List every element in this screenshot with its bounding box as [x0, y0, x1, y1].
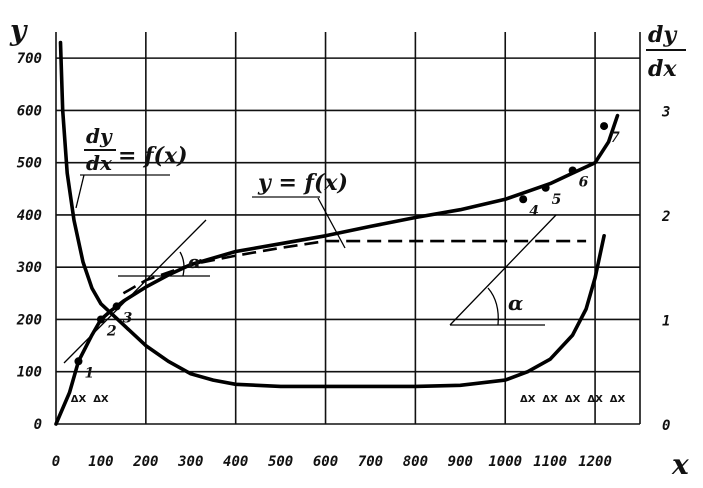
annotation-dydx-leader	[75, 174, 85, 209]
x-tick-label: 600	[313, 454, 338, 470]
x-tick-label: 500	[268, 454, 293, 470]
delta-x-label: ΔX	[93, 394, 109, 405]
x-tick-label: 400	[223, 454, 248, 470]
y-tick-label: 200	[16, 312, 42, 328]
point-label: 6	[579, 175, 589, 191]
y-tick-label: 0	[34, 417, 42, 433]
x-tick-label: 1100	[533, 454, 567, 470]
point-marker	[568, 166, 577, 175]
y-tick-label: 400	[17, 208, 42, 224]
y-tick-label: 300	[16, 260, 42, 276]
tick-labels: 0 100 200 300 400 500 600 700 800 900 1000 1100 1200…	[16, 51, 671, 470]
grid	[55, 32, 641, 425]
annotation-dydx-rhs: = f(x)	[118, 143, 188, 169]
point-marker	[600, 122, 609, 131]
annotation-dydx-den: dx	[86, 151, 113, 175]
angle-arc-left	[179, 251, 185, 277]
series-line-1	[58, 40, 606, 389]
point-label: 7	[610, 130, 620, 146]
delta-x-label: ΔX	[565, 394, 581, 405]
y-tick-label: 100	[17, 365, 42, 381]
x-tick-label: 200	[132, 454, 158, 470]
point-label: 5	[552, 192, 562, 208]
y2-tick-label: 2	[661, 209, 670, 225]
x-tick-label: 300	[177, 454, 203, 470]
point-label: 1	[84, 365, 94, 381]
y2-axis-label-denominator: dx	[648, 56, 677, 82]
point-marker	[74, 357, 83, 366]
y2-tick-label: 0	[662, 418, 670, 434]
x-tick-label: 1000	[488, 454, 522, 470]
alpha-label-left: α	[188, 252, 202, 273]
x-tick-label: 700	[358, 454, 383, 470]
x-tick-label: 0	[52, 454, 60, 470]
delta-x-label: ΔX	[71, 394, 87, 405]
delta-x-label: ΔX	[542, 394, 558, 405]
x-tick-label: 100	[88, 454, 113, 470]
point-marker	[541, 183, 550, 192]
y2-tick-label: 1	[662, 313, 670, 329]
tangent-line-left	[63, 219, 207, 364]
y-tick-label: 700	[17, 51, 42, 67]
point-label: 2	[106, 323, 117, 339]
annotation-dydx-num: dy	[86, 124, 113, 148]
point-label: 3	[123, 310, 133, 326]
delta-x-labels: ΔX ΔX ΔX ΔX ΔX ΔX ΔX	[71, 394, 626, 405]
y2-axis-label-numerator: dy	[648, 22, 678, 48]
x-axis-label: x	[671, 448, 689, 481]
delta-x-label: ΔX	[520, 394, 536, 405]
y-tick-label: 600	[17, 103, 42, 119]
point-label: 4	[529, 203, 539, 219]
y-tick-label: 500	[17, 156, 42, 172]
series-line-0	[54, 113, 620, 426]
delta-x-label: ΔX	[587, 394, 603, 405]
alpha-label-right: α	[508, 291, 523, 315]
y2-tick-label: 3	[661, 104, 670, 120]
delta-x-label: ΔX	[610, 394, 626, 405]
tangent-line-right	[449, 214, 557, 326]
annotation-yfunc-leader	[317, 197, 346, 249]
angle-arc-right	[487, 287, 499, 326]
point-marker	[96, 315, 105, 324]
x-tick-label: 800	[403, 454, 428, 470]
series-line-2	[122, 239, 587, 295]
x-tick-label: 900	[448, 454, 473, 470]
x-tick-label: 1200	[578, 454, 612, 470]
series	[54, 40, 620, 426]
y-axis-label: y	[9, 14, 28, 47]
point-marker	[519, 195, 528, 204]
annotation-y-func: y = f(x)	[257, 170, 348, 196]
